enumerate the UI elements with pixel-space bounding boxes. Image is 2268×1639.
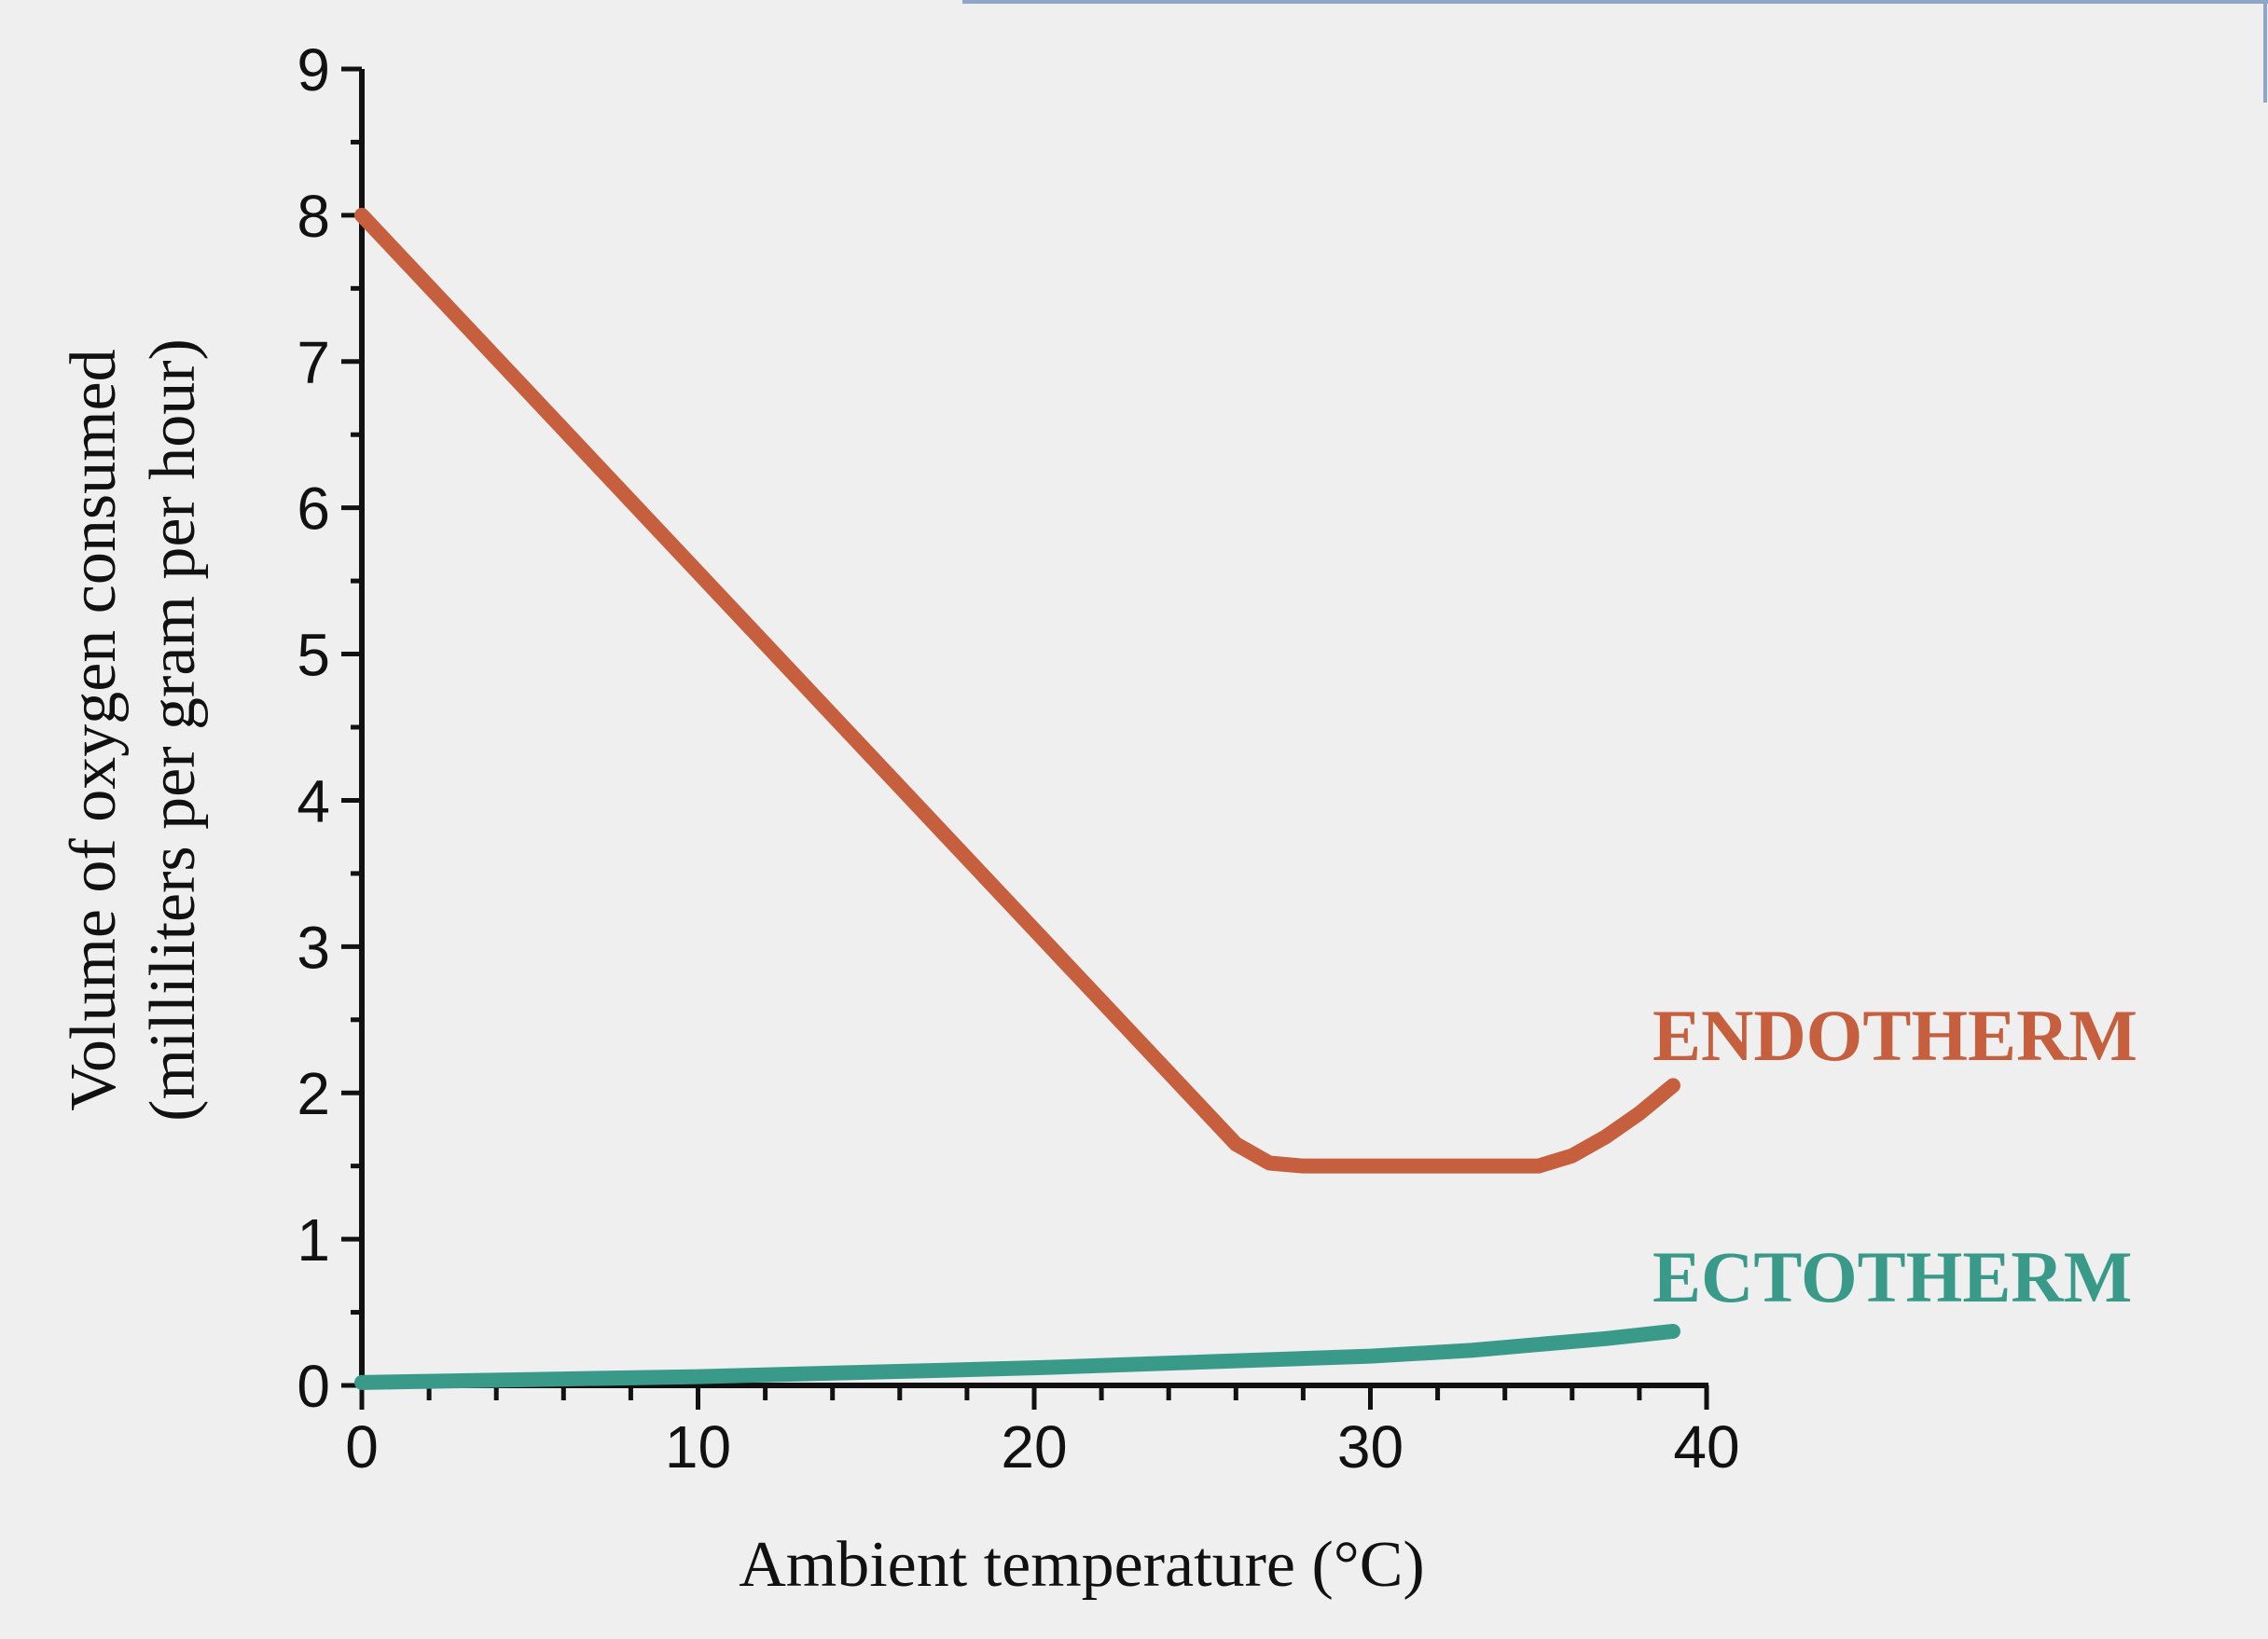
x-tick-label: 20: [1001, 1413, 1067, 1481]
x-tick-label: 40: [1673, 1413, 1739, 1481]
y-tick-label: 5: [297, 622, 330, 689]
y-axis-title-line-2: (milliliters per gram per hour): [137, 338, 209, 1122]
series-label-endotherm: ENDOTHERM: [1653, 995, 2137, 1076]
series-line-ectotherm: [354, 1323, 1680, 1390]
y-tick-label: 2: [297, 1060, 330, 1127]
axes: 0 10 20 30 40 0 1 2 3 4 5 6 7 8 9: [297, 36, 1739, 1481]
y-tick-label: 8: [297, 183, 330, 250]
series-label-ectotherm: ECTOTHERM: [1653, 1236, 2132, 1317]
x-axis-title: Ambient temperature (°C): [739, 1529, 1425, 1601]
y-tick-label: 7: [297, 329, 330, 396]
y-tick-label: 6: [297, 475, 330, 543]
y-tick-label: 4: [297, 767, 330, 834]
y-axis-title-line-1: Volume of oxygen consumed: [58, 349, 130, 1110]
series-line-endotherm: [354, 207, 1680, 1174]
y-tick-label: 9: [297, 36, 330, 103]
x-tick-label: 10: [665, 1413, 731, 1481]
y-tick-label: 1: [297, 1206, 330, 1274]
x-tick-label: 0: [345, 1413, 379, 1481]
series-lines: [354, 207, 1680, 1390]
y-tick-label: 0: [297, 1353, 330, 1420]
y-tick-label: 3: [297, 914, 330, 981]
x-tick-label: 30: [1337, 1413, 1404, 1481]
